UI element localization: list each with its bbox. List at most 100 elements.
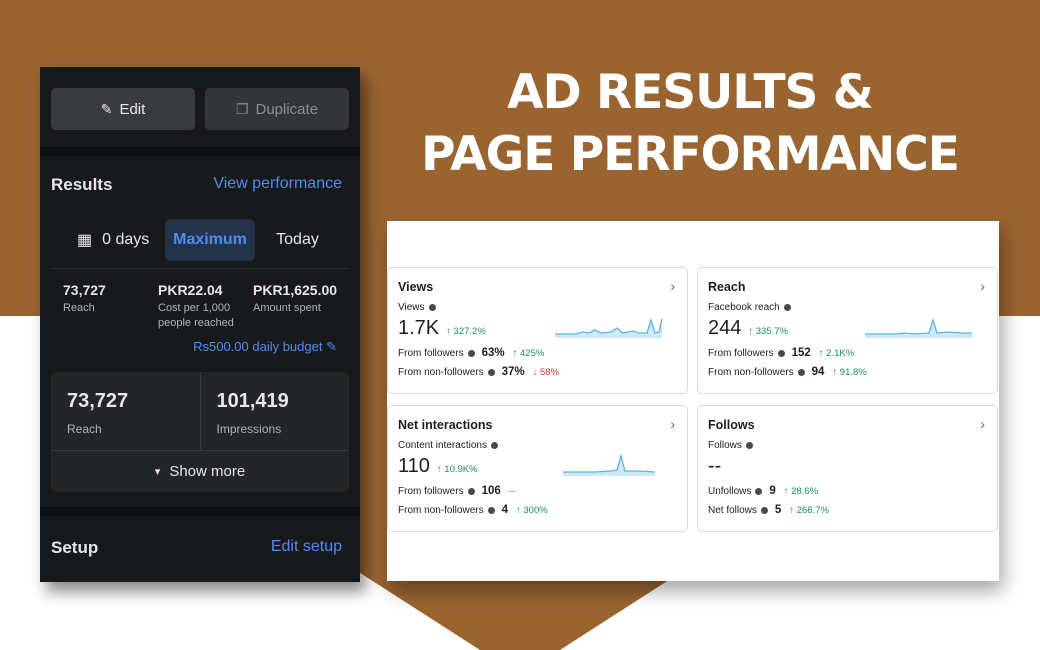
views-sparkline [555,317,663,338]
info-icon[interactable] [797,368,805,376]
row-change: ↑ 425% [512,347,545,359]
duplicate-label: Duplicate [255,100,319,118]
row-change: ↓ 58% [532,366,560,378]
edit-label: Edit [119,100,146,118]
info-icon[interactable] [760,506,768,514]
card-value: 101,419 [216,390,289,412]
edit-setup-link[interactable]: Edit setup [270,538,342,555]
tab-today[interactable]: Today [255,219,340,261]
row-value: 152 [791,347,811,359]
info-icon[interactable] [467,349,475,357]
row-value: 5 [774,504,782,516]
page-performance-panel: Views › Views 1.7K ↑ 327.2% From followe… [387,221,999,581]
card-subtitle-label: Views [398,302,425,313]
tab-0-days[interactable]: ▦ 0 days [65,219,165,261]
row-change: ↑ 300% [516,504,548,516]
reach-card[interactable]: Reach › Facebook reach 244 ↑ 335.7% From… [697,267,998,394]
chevron-right-icon[interactable]: › [980,416,985,432]
headline-line-1: AD RESULTS & [507,65,874,120]
change-percent: ↑ 327.2% [446,326,486,337]
row-value: 4 [501,504,508,516]
view-performance-link[interactable]: View performance [213,175,342,192]
section-divider [40,507,360,516]
setup-header: Setup Edit setup [51,538,342,558]
daily-budget-link[interactable]: Rs500.00 daily budget ✎ [193,339,337,355]
card-impressions: 101,419 Impressions [199,372,350,450]
info-icon[interactable] [783,304,791,311]
card-stats: 73,727 Reach 101,419 Impressions [51,372,349,450]
big-value: 110 [398,455,430,477]
stat-row: Unfollows 9 ↑ 28.6% [708,485,987,497]
stat-row: From followers 63% ↑ 425% [398,347,677,359]
row-label: Net follows [708,504,757,516]
metric-cost-per-1000: PKR22.04 Cost per 1,000 people reached [158,282,253,331]
row-value: 63% [481,347,505,359]
tab-0-days-label: 0 days [102,231,150,248]
results-header: Results View performance [51,175,342,195]
metric-label: Reach [63,302,95,314]
setup-title: Setup [51,538,99,557]
duplicate-icon: ❐ [235,100,249,117]
info-icon[interactable] [755,487,763,495]
info-icon[interactable] [467,487,475,495]
views-card[interactable]: Views › Views 1.7K ↑ 327.2% From followe… [387,267,688,394]
interactions-sparkline [563,453,656,476]
daily-budget-label: Rs500.00 daily budget [193,339,323,354]
metric-label: Cost per 1,000 people reached [158,302,234,329]
info-icon[interactable] [745,442,753,449]
section-divider [40,147,360,156]
card-title: Net interactions [398,418,493,432]
info-icon[interactable] [777,349,785,357]
card-main-value: -- [708,455,987,478]
chevron-right-icon[interactable]: › [670,278,675,294]
chevron-right-icon[interactable]: › [670,416,675,432]
stat-row: From non-followers 94 ↑ 91.8% [708,366,987,378]
stat-row: From non-followers 37% ↓ 58% [398,366,677,378]
stat-row: Net follows 5 ↑ 266.7% [708,504,987,516]
row-value: 37% [501,366,525,378]
change-percent: ↑ 335.7% [748,326,788,337]
info-icon[interactable] [487,368,495,376]
metric-value: PKR22.04 [158,282,223,298]
info-icon[interactable] [428,304,436,311]
card-title: Views [398,280,434,294]
info-icon[interactable] [490,442,498,449]
duplicate-button[interactable]: ❐ Duplicate [205,88,349,130]
row-label: From followers [708,347,774,359]
net-interactions-card[interactable]: Net interactions › Content interactions … [387,405,688,532]
action-buttons: ✎ Edit ❐ Duplicate [51,88,349,130]
row-label: From followers [398,485,464,497]
headline: AD RESULTS & PAGE PERFORMANCE [420,62,960,186]
show-more-button[interactable]: ▾ Show more [51,450,349,492]
info-icon[interactable] [487,506,495,514]
chevron-down-icon: ▾ [154,466,161,478]
metric-amount-spent: PKR1,625.00 Amount spent [253,282,348,331]
card-main-value: 1.7K ↑ 327.2% [398,317,677,340]
chevron-right-icon[interactable]: › [980,278,985,294]
card-title: Follows [708,418,755,432]
edit-button[interactable]: ✎ Edit [51,88,195,130]
follows-card[interactable]: Follows › Follows -- Unfollows 9 ↑ 28.6%… [697,405,998,532]
card-subtitle-label: Facebook reach [708,302,780,313]
row-change: ↑ 28.6% [783,485,819,497]
change-percent: ↑ 10.9K% [436,464,478,475]
headline-line-2: PAGE PERFORMANCE [421,127,960,182]
stat-row: From non-followers 4 ↑ 300% [398,504,677,516]
row-value: 94 [811,366,825,378]
card-subtitle-label: Follows [708,440,742,451]
date-range-tabs: ▦ 0 days Maximum Today [65,219,340,261]
row-change: ↑ 2.1K% [818,347,855,359]
stat-row: From followers 152 ↑ 2.1K% [708,347,987,359]
tab-maximum[interactable]: Maximum [165,219,255,261]
row-value: 106 [481,485,501,497]
metric-value: 73,727 [63,282,106,298]
metric-label: Amount spent [253,302,321,314]
card-subtitle: Facebook reach [708,302,987,313]
big-value: -- [708,455,722,477]
show-more-label: Show more [169,463,246,480]
calendar-icon: ▦ [77,232,93,249]
card-main-value: 110 ↑ 10.9K% [398,455,677,478]
metric-reach: 73,727 Reach [63,282,158,331]
results-title: Results [51,175,113,194]
metrics-row: 73,727 Reach PKR22.04 Cost per 1,000 peo… [63,282,348,331]
